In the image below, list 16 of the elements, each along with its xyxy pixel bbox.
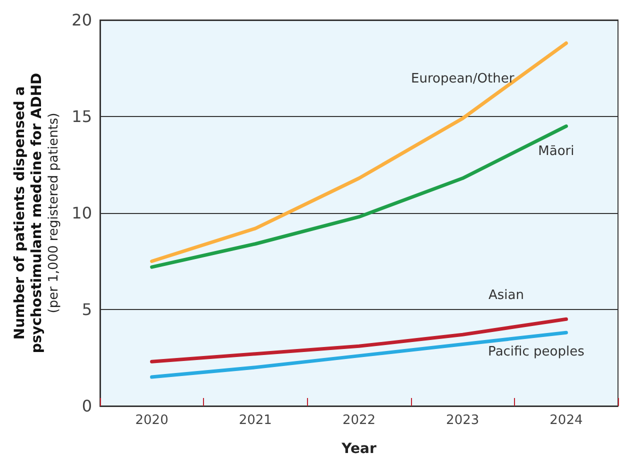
- y-tick-label: 15: [72, 107, 92, 126]
- x-axis-title: Year: [340, 441, 376, 457]
- x-tick-label: 2024: [550, 413, 583, 428]
- x-tick-label: 2023: [446, 413, 480, 428]
- series-label: Asian: [488, 288, 524, 304]
- y-axis-title: Number of patients dispensed a psychostimulant medcine for ADHD (per 1,000 registered patients): [12, 72, 62, 354]
- series-label: Pacific peoples: [488, 344, 585, 360]
- y-tick-label: 0: [82, 396, 92, 416]
- y-tick-label: 5: [82, 300, 92, 319]
- x-tick-label: 2022: [342, 413, 376, 428]
- x-tick-label: 2020: [135, 413, 168, 428]
- series-label: Māori: [538, 144, 574, 160]
- x-tick-label: 2021: [238, 413, 272, 428]
- y-tick-label: 20: [72, 10, 92, 30]
- series-label: European/Other: [410, 71, 515, 86]
- y-tick-label: 10: [72, 204, 92, 222]
